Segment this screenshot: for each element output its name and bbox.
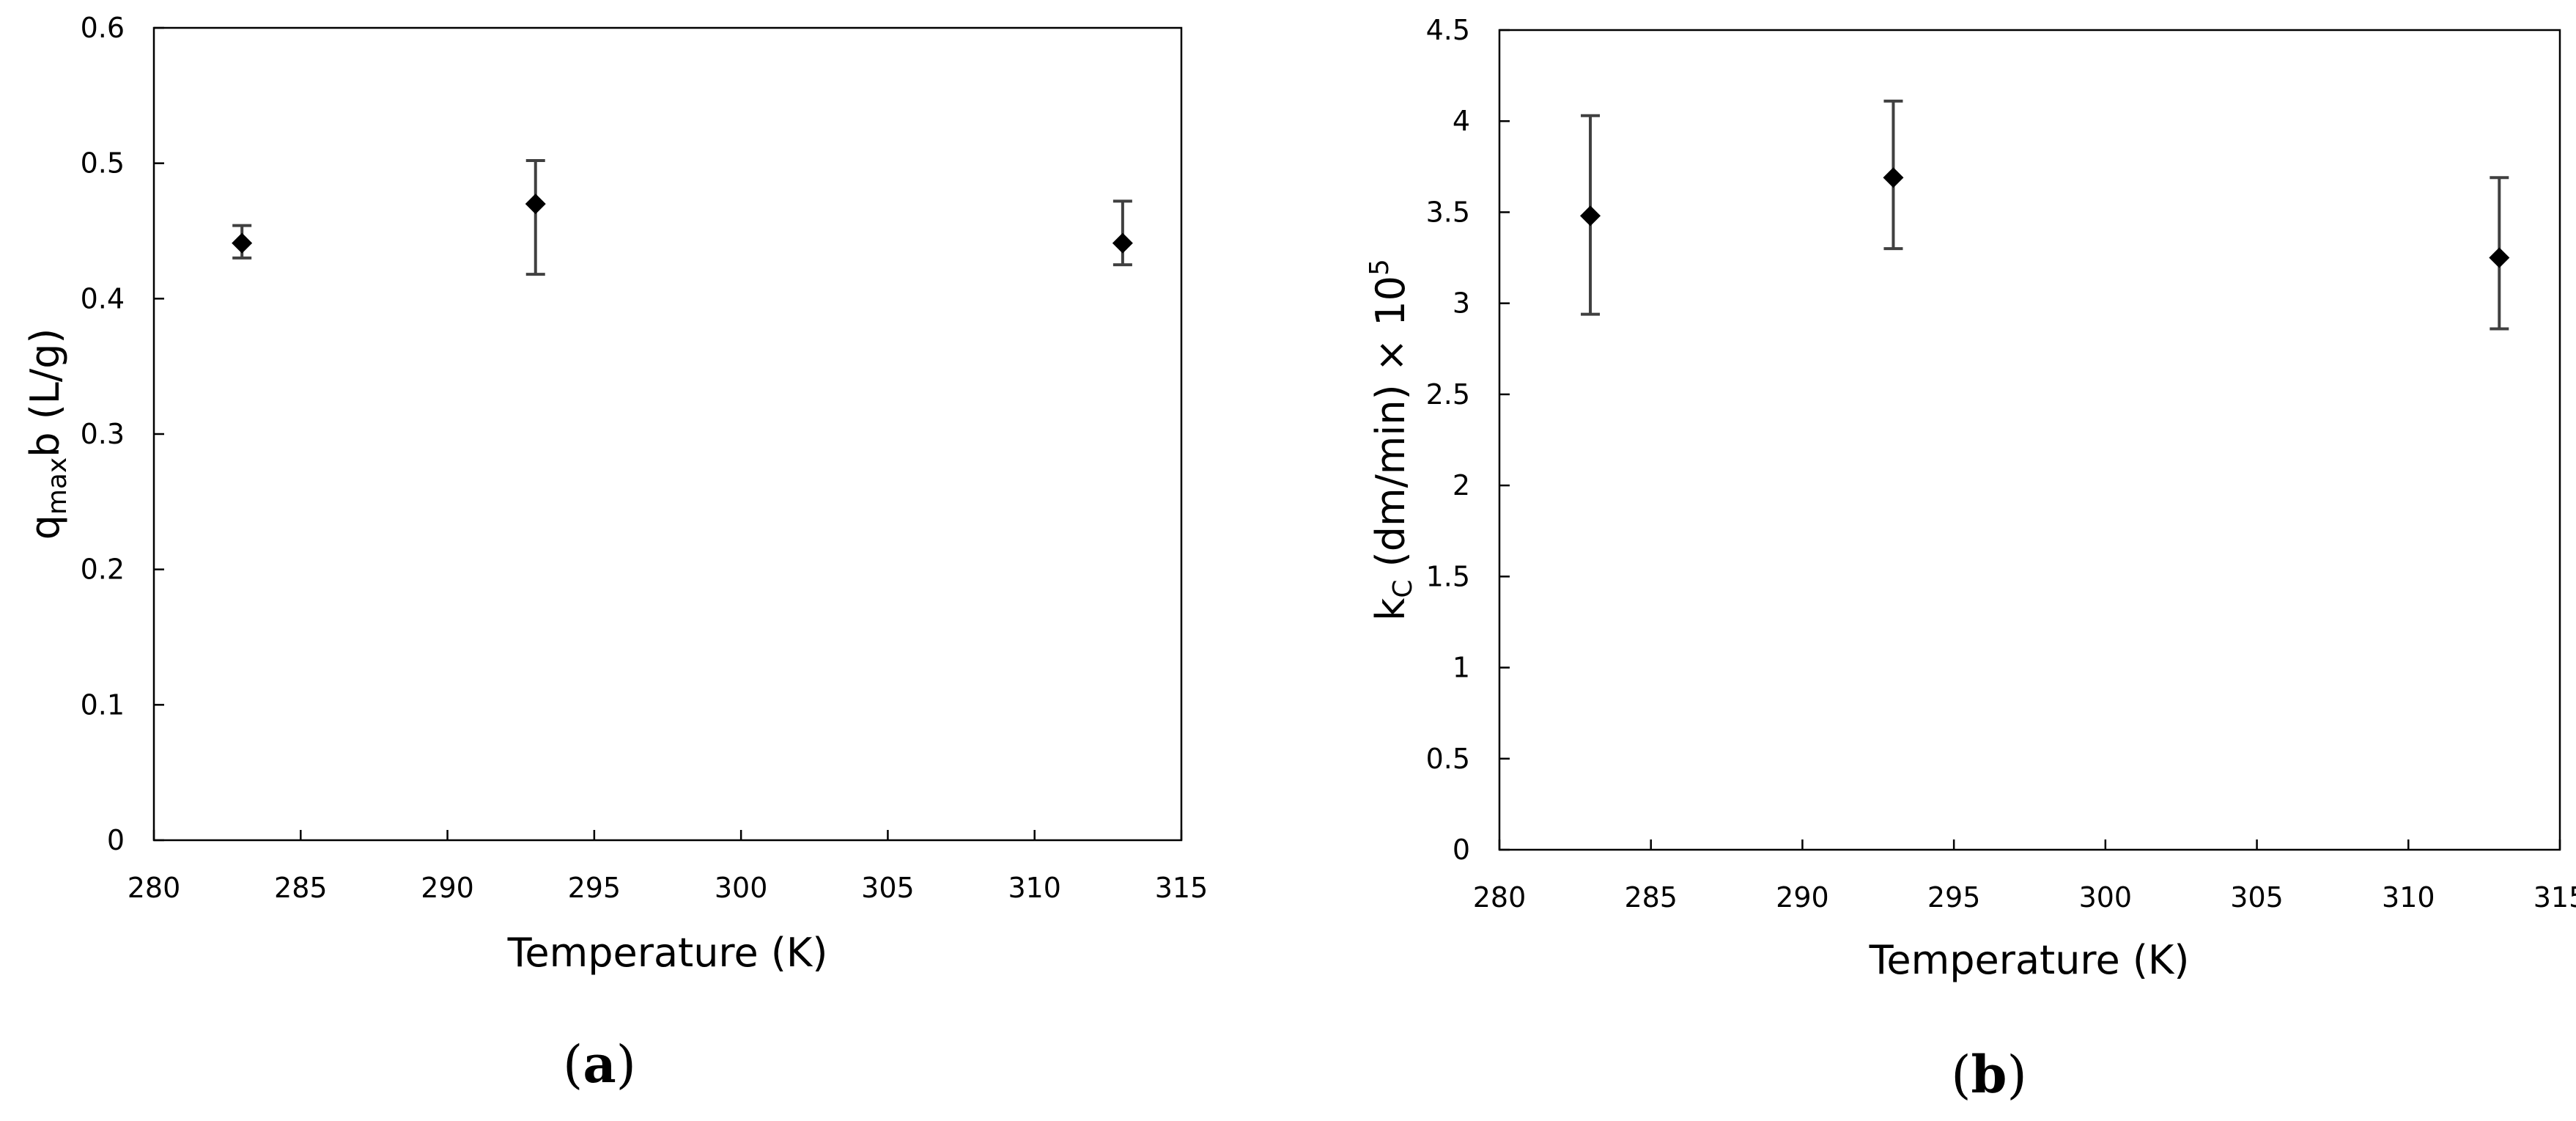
panel-a-y-axis-title-subscript: max	[43, 457, 73, 515]
panel-a-plot-frame	[152, 26, 1183, 842]
panel-a-label-open: (	[563, 1034, 583, 1095]
panel-b-x-tick-label: 305	[2230, 881, 2284, 914]
panel-a-label-close: )	[616, 1034, 636, 1095]
panel-a-y-tick-label: 0.2	[81, 554, 125, 586]
panel-b-x-tick-label: 300	[2079, 881, 2133, 914]
panel-a-y-tick-label: 0.1	[81, 688, 125, 721]
panel-a-y-axis-title-rest: b (L/g)	[22, 328, 68, 457]
panel-a-x-tick-label: 310	[1008, 872, 1061, 904]
panel-a-y-tick-label: 0.3	[81, 418, 125, 450]
panel-a-label-letter: a	[583, 1034, 616, 1095]
panel-b-data-point-3	[2489, 247, 2510, 268]
panel-a-x-tick-label: 290	[421, 872, 474, 904]
panel-a-x-tick-label: 285	[274, 872, 328, 904]
panel-b-x-tick-label: 315	[2533, 881, 2576, 914]
panel-a-y-tick-label: 0.5	[81, 147, 125, 180]
panel-a-chart: 280 285 290 295 300 305 310 315 0 0.1 0.2 0.3 0.4 0.5…	[22, 12, 1208, 1095]
panel-b-label: (b)	[1951, 1044, 2027, 1105]
panel-b-y-tick-label: 0.5	[1426, 743, 1470, 775]
panel-b-y-tick-label: 0	[1453, 834, 1470, 866]
panel-a-y-tick-label: 0	[107, 824, 125, 856]
panel-b-y-axis-title-main: k	[1368, 598, 1414, 621]
panel-b-y-axis-title-superscript: 5	[1365, 259, 1395, 276]
panel-b-y-tick-label: 4	[1453, 105, 1470, 137]
panel-b-x-tick-label: 285	[1624, 881, 1678, 914]
panel-a-x-axis-title: Temperature (K)	[507, 930, 828, 976]
panel-b-x-tick-label: 310	[2382, 881, 2435, 914]
panel-b-y-axis-title-subscript: C	[1388, 579, 1418, 598]
panel-b-data-point-2	[1883, 167, 1904, 188]
panel-b-x-tick-label: 290	[1776, 881, 1829, 914]
panel-b-y-tick-label: 3	[1453, 287, 1470, 320]
panel-a-data-point-3	[1112, 232, 1133, 254]
panel-b-chart: 280 285 290 295 300 305 310 315 0 0.5 1 1.5 2 2.5 3 3.5…	[1365, 14, 2576, 1105]
panel-a-y-axis-title: qmaxb (L/g)	[22, 328, 73, 540]
panel-a-x-tick-label: 300	[715, 872, 768, 904]
panel-b-y-axis-title: kC (dm/min) × 105	[1365, 259, 1418, 621]
panel-b-x-axis-title: Temperature (K)	[1869, 937, 2190, 983]
panel-a-x-tick-label: 280	[128, 872, 181, 904]
panel-a-x-tick-label: 315	[1155, 872, 1208, 904]
panel-b-x-tick-label: 295	[1927, 881, 1981, 914]
panel-b-label-open: (	[1951, 1045, 1971, 1105]
panel-a-x-tick-label: 295	[568, 872, 621, 904]
panel-b-y-tick-label: 3.5	[1426, 196, 1470, 228]
panel-b-y-tick-label: 2	[1453, 469, 1470, 501]
panel-b-plot-frame	[1498, 29, 2561, 851]
panel-b-label-letter: b	[1971, 1044, 2007, 1105]
panel-a-y-axis-title-main: q	[22, 515, 68, 540]
panel-a-data-point-1	[232, 232, 253, 254]
panel-b-label-close: )	[2007, 1045, 2026, 1105]
panel-b-x-tick-label: 280	[1473, 881, 1527, 914]
panel-a-data-point-2	[525, 194, 546, 215]
panel-b-y-tick-label: 1	[1453, 652, 1470, 684]
panel-a-y-tick-label: 0.4	[81, 282, 125, 315]
panel-b-y-tick-label: 1.5	[1426, 560, 1470, 592]
panel-a-y-tick-label: 0.6	[81, 12, 125, 44]
panel-b-data-point-1	[1580, 205, 1601, 227]
panel-b-y-axis-title-rest: (dm/min) × 10	[1368, 276, 1414, 580]
panel-a-x-tick-label: 305	[861, 872, 915, 904]
panel-b-y-tick-label: 4.5	[1426, 14, 1470, 46]
panel-b-y-tick-label: 2.5	[1426, 378, 1470, 411]
panel-a-label: (a)	[563, 1034, 636, 1095]
